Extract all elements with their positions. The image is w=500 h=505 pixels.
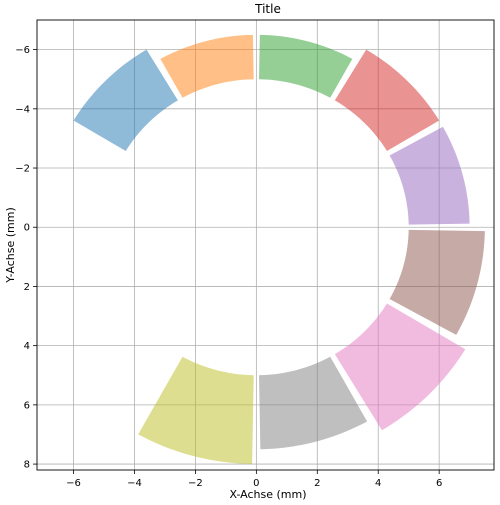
x-tick-label: 2: [314, 478, 320, 489]
y-tick-label: 4: [24, 341, 30, 352]
x-tick-label: 4: [375, 478, 381, 489]
x-tick-label: 0: [253, 478, 259, 489]
segment-8: [259, 356, 368, 450]
segments: [73, 34, 485, 465]
x-tick-label: −4: [127, 478, 142, 489]
y-tick-label: 8: [24, 460, 30, 471]
y-axis-ticks: −6 −4 −2 0 2 4 6 8: [15, 45, 37, 471]
y-tick-label: −6: [15, 45, 30, 56]
segment-5: [389, 126, 470, 225]
x-tick-label: −6: [66, 478, 81, 489]
y-tick-label: −4: [15, 104, 30, 115]
segment-9: [138, 356, 254, 465]
plot-frame: [36, 19, 495, 471]
y-tick-label: 6: [24, 400, 30, 411]
y-tick-label: −2: [15, 164, 30, 175]
segment-3: [259, 34, 353, 98]
y-tick-label: 2: [24, 282, 30, 293]
segment-1: [73, 49, 178, 151]
y-tick-label: 0: [24, 223, 30, 234]
segment-4: [334, 49, 440, 151]
segment-7: [334, 303, 466, 431]
x-axis-ticks: −6 −4 −2 0 2 4 6: [66, 470, 442, 489]
chart-title: Title: [254, 2, 281, 16]
x-axis-label: X-Achse (mm): [229, 488, 306, 501]
segment-2: [160, 34, 254, 98]
x-tick-label: 6: [436, 478, 442, 489]
x-tick-label: −2: [188, 478, 203, 489]
segment-6: [389, 229, 485, 335]
y-axis-label: Y-Achse (mm): [4, 207, 17, 284]
